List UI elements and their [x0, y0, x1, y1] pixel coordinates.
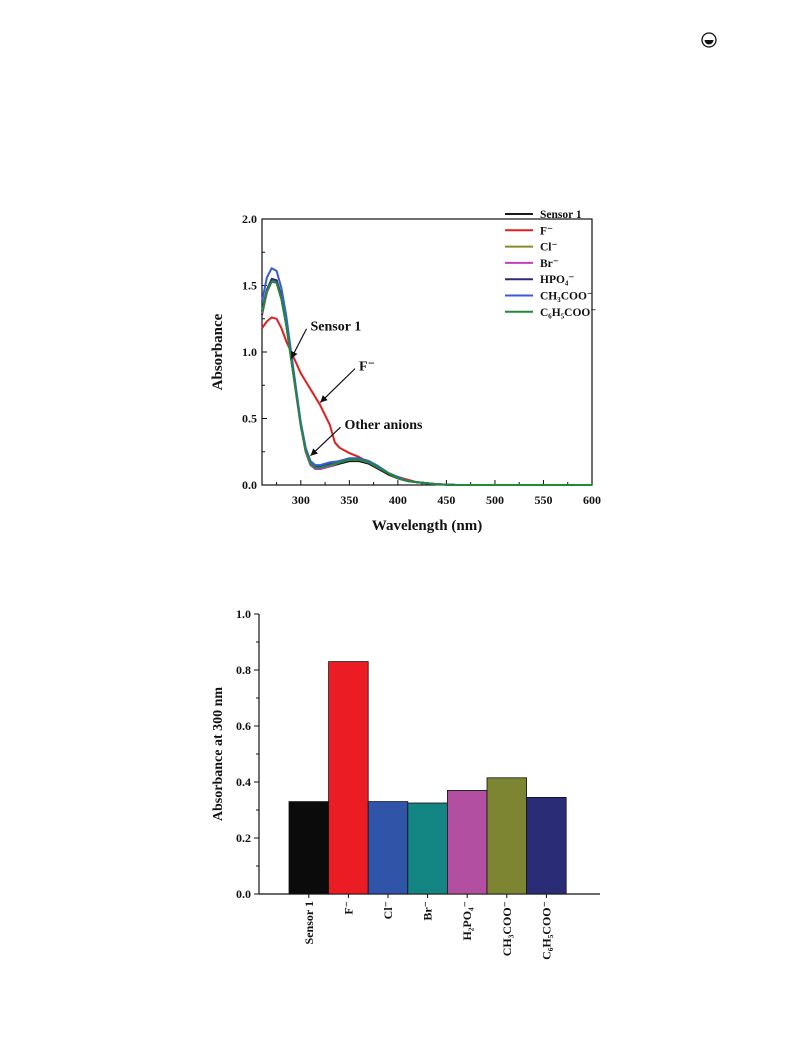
annotation-label-0: Sensor 1	[311, 320, 362, 335]
series-line-1	[261, 316, 592, 486]
x-tick-label: 450	[437, 493, 455, 507]
annotation-arrow-1	[319, 368, 356, 403]
legend-label-6: C₆H₅COO⁻	[540, 307, 596, 319]
y-tick-label: 0.4	[236, 775, 251, 789]
x-tick-label-2: Cl⁻	[381, 901, 395, 919]
legend-label-3: Br⁻	[540, 258, 559, 270]
legend-label-1: F⁻	[540, 225, 553, 237]
annotation-arrowhead-0	[291, 350, 298, 359]
annotation-label-2: Other anions	[345, 418, 423, 433]
annotation-label-1: F⁻	[359, 360, 375, 375]
series-line-6	[261, 280, 592, 486]
legend-label-5: CH₃COO⁻	[540, 291, 593, 303]
legend-label-0: Sensor 1	[540, 209, 582, 221]
annotation-arrowhead-1	[320, 395, 328, 403]
y-tick-label: 2.0	[242, 212, 257, 226]
bar-2	[367, 801, 409, 895]
y-axis-label: Absorbance at 300 nm	[211, 687, 226, 822]
x-tick-label-3: Br⁻	[421, 901, 435, 921]
y-axis-label: Absorbance	[210, 313, 226, 390]
bar-0	[288, 801, 329, 895]
x-tick-label: 350	[340, 493, 358, 507]
x-tick-label: 600	[583, 493, 601, 507]
bar-4	[446, 790, 488, 895]
x-tick-label-6: C₆H₅COO⁻	[539, 901, 553, 960]
line-chart: 300 350 400 450 500 550 600 0.0 0.5 1.0 1.5 2.0 Wave…	[210, 209, 601, 534]
bar-chart: 0.0 0.2 0.4 0.6 0.8 1.0 Absorbance at 300 nm Se…	[211, 607, 600, 960]
x-tick-label-1: F⁻	[341, 901, 355, 915]
x-tick-label: 300	[292, 493, 310, 507]
x-tick-label: 550	[534, 493, 552, 507]
x-tick-label-0: Sensor 1	[302, 901, 316, 944]
y-tick-label: 0.6	[236, 719, 251, 733]
legend-label-4: HPO₄⁻	[540, 274, 574, 286]
x-tick-label-4: H₂PO₄⁻	[460, 901, 474, 941]
y-tick-label: 0.5	[242, 412, 257, 426]
x-axis-label: Wavelength (nm)	[372, 518, 482, 534]
x-tick-label: 500	[486, 493, 504, 507]
y-tick-label: 0.0	[242, 478, 257, 492]
page-mark-icon	[700, 31, 718, 49]
y-tick-label: 0.2	[236, 831, 251, 845]
y-tick-label: 0.8	[236, 663, 251, 677]
y-tick-label: 0.0	[236, 887, 251, 901]
y-tick-label: 1.0	[242, 345, 257, 359]
bar-3	[407, 802, 448, 895]
annotation-arrowhead-2	[310, 448, 319, 456]
bar-6	[526, 797, 567, 895]
bar-1	[328, 661, 369, 895]
legend-label-2: Cl⁻	[540, 242, 558, 254]
x-tick-label-5: CH₃COO⁻	[500, 901, 514, 956]
x-tick-label: 400	[389, 493, 407, 507]
bar-5	[486, 777, 527, 895]
y-tick-label: 1.0	[236, 607, 251, 621]
y-tick-label: 1.5	[242, 279, 257, 293]
